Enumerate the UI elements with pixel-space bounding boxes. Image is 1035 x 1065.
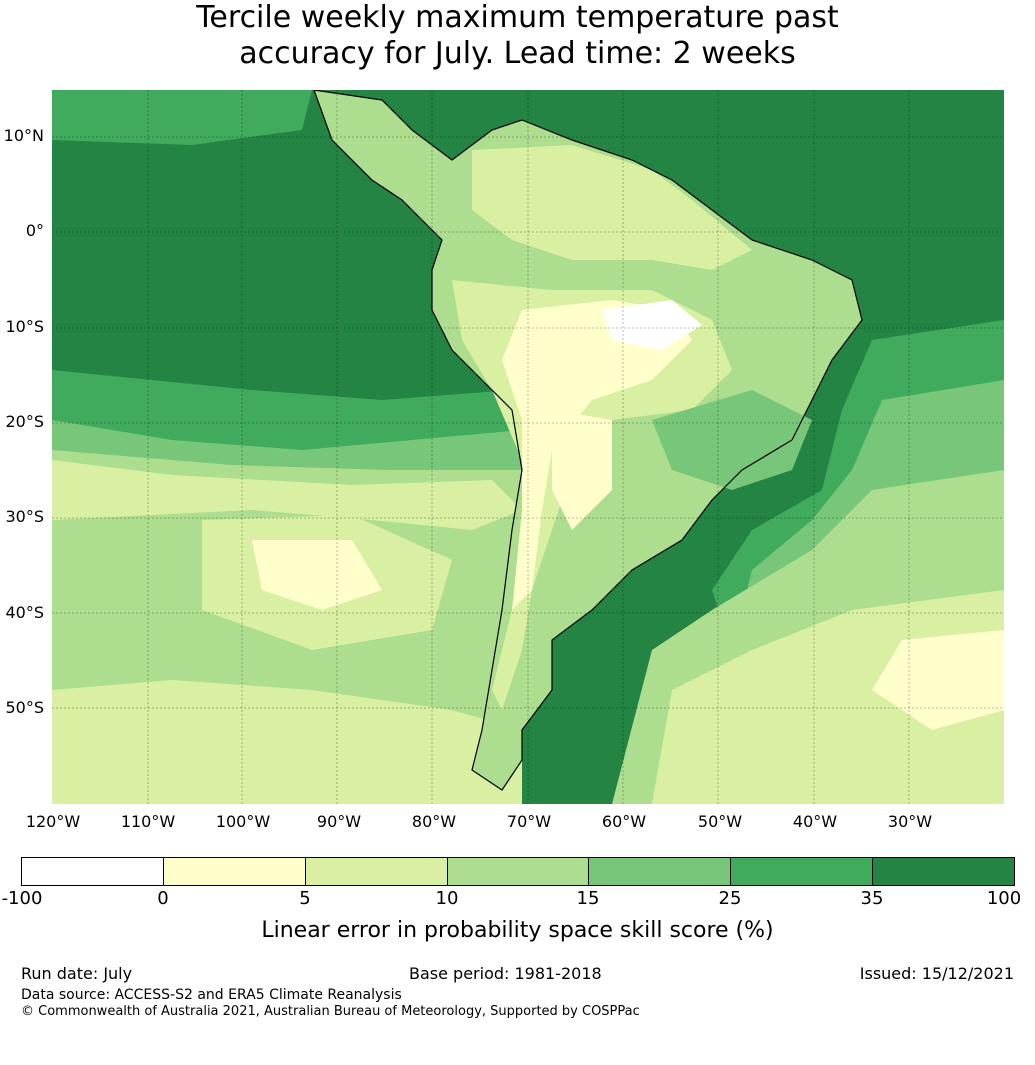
colorbar-segment-7 — [873, 858, 1015, 885]
brazil-east-zone — [652, 390, 812, 490]
map-title: Tercile weekly maximum temperature past … — [0, 0, 1035, 72]
colorbar-tick--100: -100 — [1, 888, 43, 909]
lon-label-30w: 30°W — [887, 812, 933, 831]
lon-label-40w: 40°W — [792, 812, 838, 831]
lon-label-100w: 100°W — [215, 812, 271, 831]
lon-label-60w: 60°W — [601, 812, 647, 831]
colorbar — [21, 857, 1015, 886]
issued-date: Issued: 15/12/2021 — [859, 964, 1014, 983]
graticule — [52, 90, 1004, 804]
colorbar-tick-10: 10 — [435, 888, 459, 909]
colorbar-segment-6 — [731, 858, 874, 885]
lat-label-30s: 30°S — [5, 507, 44, 526]
amazon-north-zone — [472, 145, 752, 270]
amazon-no-skill-patch — [602, 300, 702, 350]
lon-label-70w: 70°W — [506, 812, 552, 831]
colorbar-tick-100: 100 — [986, 888, 1022, 909]
lon-label-50w: 50°W — [697, 812, 743, 831]
pacific-far-south — [52, 680, 522, 804]
atlantic-patch — [872, 630, 1004, 730]
lat-label-10n: 10°N — [3, 126, 44, 145]
colorbar-label: Linear error in probability space skill … — [261, 918, 774, 943]
run-date: Run date: July — [21, 964, 133, 983]
colorbar-tick-5: 5 — [299, 888, 311, 909]
colorbar-tick-15: 15 — [576, 888, 600, 909]
lat-label-50s: 50°S — [5, 698, 44, 717]
title-line-2: accuracy for July. Lead time: 2 weeks — [239, 36, 796, 71]
lon-label-80w: 80°W — [411, 812, 457, 831]
north-pacific-band — [52, 90, 312, 145]
lon-label-90w: 90°W — [316, 812, 362, 831]
coastline — [313, 90, 863, 791]
skill-score-map — [52, 90, 1004, 804]
altiplano-low-skill — [502, 300, 692, 610]
lat-label-0: 0° — [25, 221, 44, 240]
colorbar-segment-2 — [163, 858, 306, 885]
title-line-1: Tercile weekly maximum temperature past — [196, 0, 839, 35]
lat-label-10s: 10°S — [5, 317, 44, 336]
pacific-patch-2 — [252, 540, 382, 610]
chaco-low-skill — [552, 410, 612, 530]
pacific-low-band — [52, 460, 522, 530]
map-canvas — [52, 90, 1004, 804]
colorbar-tick-0: 0 — [157, 888, 169, 909]
colorbar-segment-3 — [305, 858, 448, 885]
colorbar-segment-5 — [589, 858, 732, 885]
colorbar-segment-4 — [447, 858, 590, 885]
colorbar-tick-35: 35 — [860, 888, 884, 909]
copyright: © Commonwealth of Australia 2021, Austra… — [21, 1004, 640, 1019]
lon-label-120w: 120°W — [25, 812, 81, 831]
lon-label-110w: 110°W — [120, 812, 176, 831]
base-period: Base period: 1981-2018 — [409, 964, 602, 983]
colorbar-segment-1 — [22, 858, 164, 885]
data-source: Data source: ACCESS-S2 and ERA5 Climate … — [21, 987, 402, 1003]
colorbar-tick-25: 25 — [718, 888, 742, 909]
lat-label-40s: 40°S — [5, 603, 44, 622]
lat-label-20s: 20°S — [5, 412, 44, 431]
